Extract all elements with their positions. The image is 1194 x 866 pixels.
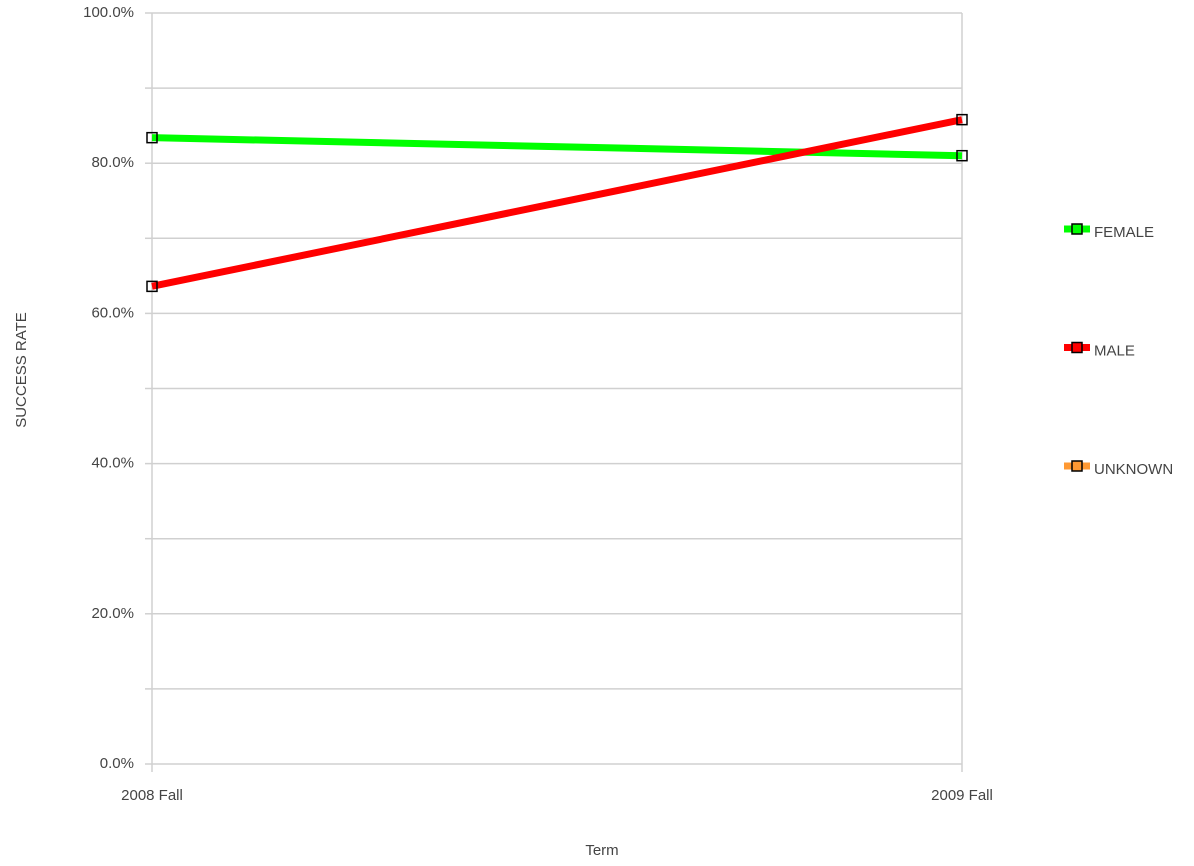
y-tick-label: 40.0% [91, 455, 134, 472]
y-tick-label: 80.0% [91, 154, 134, 171]
y-axis-title: SUCCESS RATE [13, 312, 30, 428]
y-tick-label: 20.0% [91, 605, 134, 622]
legend-marker [1071, 223, 1083, 235]
y-tick-label: 0.0% [100, 755, 134, 772]
y-tick-label: 100.0% [83, 4, 134, 21]
legend-marker [1071, 341, 1083, 354]
legend-label: FEMALE [1094, 224, 1154, 241]
legend-label: UNKNOWN [1094, 461, 1173, 478]
legend-label: MALE [1094, 342, 1135, 359]
point-marker [146, 131, 158, 144]
point-marker [956, 113, 968, 126]
point-marker [146, 280, 158, 293]
series-line [151, 116, 963, 290]
series-line [151, 134, 963, 160]
x-tick-label: 2008 Fall [121, 787, 183, 804]
x-axis-title: Term [585, 842, 618, 859]
legend-marker [1071, 460, 1083, 472]
x-tick-label: 2009 Fall [931, 787, 993, 804]
point-marker [956, 149, 968, 162]
y-tick-label: 60.0% [91, 304, 134, 321]
